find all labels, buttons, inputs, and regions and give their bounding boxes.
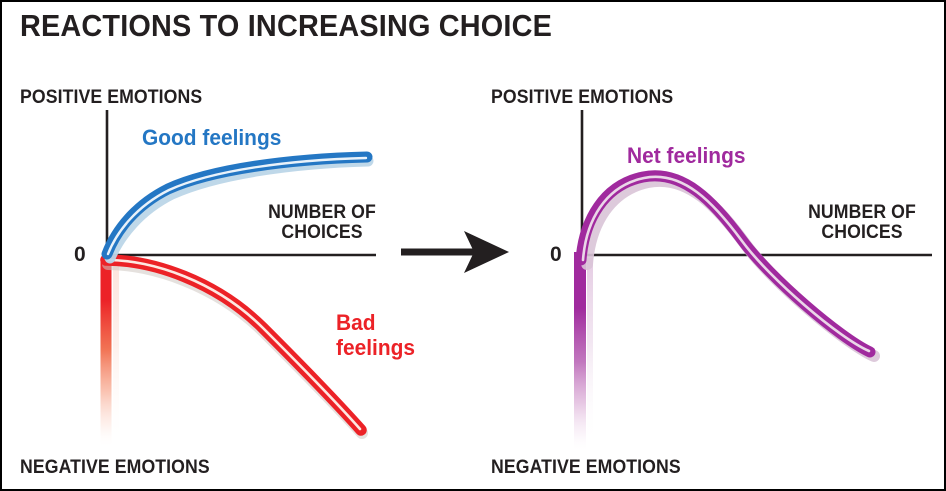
right-chart-positive-emotions-label: POSITIVE EMOTIONS [491, 87, 674, 108]
good-feelings-series-label: Good feelings [142, 125, 282, 150]
right-arrow-icon [401, 231, 509, 273]
left-chart-x-axis-label-line1: NUMBER OF [268, 202, 376, 223]
right-chart-origin-label: 0 [550, 243, 562, 266]
right-chart-negative-emotions-label: NEGATIVE EMOTIONS [491, 457, 681, 478]
bad-feelings-curve [100, 254, 368, 448]
right-chart-x-axis-label-line1: NUMBER OF [808, 202, 916, 223]
right-chart-x-axis-label-line2: CHOICES [821, 221, 903, 243]
left-chart-positive-emotions-label: POSITIVE EMOTIONS [20, 87, 203, 108]
bad-feelings-series-label-line2: feelings [336, 335, 415, 361]
net-feelings-tail-highlight [587, 258, 593, 446]
bad-feelings-shadow [102, 258, 368, 439]
left-chart-x-axis-label-line2: CHOICES [281, 221, 363, 243]
right-arrow-head [464, 231, 509, 273]
bad-feelings-tail [100, 258, 112, 448]
net-feelings-tail [574, 252, 586, 452]
net-feelings-series-label: Net feelings [627, 143, 746, 168]
bad-feelings-series-label-line1: Bad [336, 310, 376, 335]
bad-feelings-line-highlight [106, 258, 362, 431]
left-chart-negative-emotions-label: NEGATIVE EMOTIONS [20, 457, 210, 478]
left-chart-x-axis-label: NUMBER OF CHOICES [262, 203, 383, 243]
bad-feelings-tail-highlight [113, 264, 119, 444]
bad-feelings-line [100, 254, 367, 436]
page-title: REACTIONS TO INCREASING CHOICE [20, 8, 553, 43]
left-chart-origin-label: 0 [74, 243, 86, 266]
bad-feelings-series-label: Bad feelings [336, 310, 441, 361]
right-chart-x-axis-label: NUMBER OF CHOICES [797, 203, 927, 243]
